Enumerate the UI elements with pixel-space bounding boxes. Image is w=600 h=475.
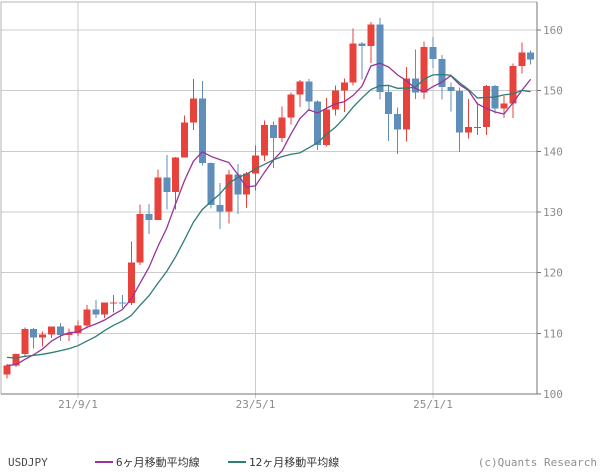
y-axis-tick-label: 130: [543, 206, 563, 219]
candle-body: [340, 82, 348, 91]
y-axis-tick-label: 150: [543, 85, 563, 98]
candle-body: [83, 309, 91, 326]
x-axis-tick-label: 25/1/1: [413, 398, 453, 411]
candle-body: [172, 157, 180, 193]
candle-body: [473, 126, 481, 128]
ma6-legend-item: 6ヶ月移動平均線: [95, 454, 200, 470]
y-axis-tick-label: 160: [543, 24, 563, 37]
candle-body: [65, 333, 73, 336]
candle-body: [296, 81, 304, 95]
candle-body: [509, 65, 517, 104]
y-axis-tick-label: 140: [543, 145, 563, 158]
candle-body: [394, 113, 401, 130]
candle-body: [163, 177, 171, 193]
x-axis-tick-label: 23/5/1: [236, 398, 276, 411]
candle-body: [323, 109, 330, 145]
candle-body: [385, 91, 393, 114]
ma6-label: 6ヶ月移動平均線: [116, 456, 200, 469]
candle-body: [198, 98, 206, 163]
ma12-line: [6, 73, 531, 359]
candle-body: [358, 43, 366, 47]
candle-body: [136, 213, 144, 263]
candle-body: [367, 24, 375, 47]
candle-body: [154, 177, 162, 221]
ma12-line-sample: [228, 461, 246, 463]
candle-body: [110, 302, 117, 304]
copyright-item: (c)Quants Research: [478, 454, 597, 470]
candle-body: [456, 90, 464, 133]
legend: USDJPY 6ヶ月移動平均線 12ヶ月移動平均線 (c)Quants Rese…: [0, 454, 600, 470]
candle-body: [429, 46, 437, 60]
candle-body: [127, 262, 135, 304]
candle-body: [181, 122, 188, 158]
y-axis-tick-label: 100: [543, 388, 563, 401]
candle-body: [278, 117, 286, 138]
candle-body: [287, 94, 295, 118]
candle-body: [243, 173, 251, 195]
candle-body: [30, 328, 38, 338]
candle-body: [225, 174, 233, 212]
candle-body: [56, 326, 64, 336]
x-axis-tick-label: 21/9/1: [58, 398, 98, 411]
ma6-line: [6, 62, 532, 367]
candle-body: [39, 334, 46, 338]
copyright-label: (c)Quants Research: [477, 455, 597, 469]
candle-body: [47, 326, 55, 335]
candle-body: [101, 302, 109, 315]
candle-body: [402, 78, 410, 130]
candle-body: [118, 302, 126, 304]
candlestick-chart: 100 110 120 130 140 150 160 21/9/1 23/5/1 25/1/1: [0, 1, 563, 411]
candle-body: [207, 162, 215, 206]
y-axis-tick-label: 120: [543, 267, 563, 280]
candle-body: [411, 78, 419, 93]
symbol-label: USDJPY: [8, 455, 48, 469]
y-axis-tick-label: 110: [543, 327, 563, 340]
candle-body: [189, 98, 197, 123]
candle-body: [465, 126, 472, 133]
candle-body: [269, 125, 277, 138]
candle-body: [74, 325, 82, 334]
chart-area: 100 110 120 130 140 150 160 21/9/1 23/5/1 25/1/1: [0, 1, 563, 411]
ma6-line-sample: [95, 461, 113, 463]
candle-body: [349, 43, 357, 83]
candle-body: [314, 101, 322, 145]
candle-body: [438, 59, 446, 87]
candle-body: [527, 52, 535, 60]
candle-body: [234, 174, 242, 195]
candle-body: [420, 46, 428, 93]
candle-body: [145, 213, 153, 221]
candle-body: [216, 205, 224, 212]
candle-body: [21, 328, 29, 355]
candle-body: [305, 81, 313, 102]
candle-body: [376, 24, 384, 92]
candle-body: [500, 103, 508, 109]
ma12-label: 12ヶ月移動平均線: [249, 456, 340, 469]
candle-body: [518, 52, 526, 66]
candle-body: [12, 354, 20, 366]
ma12-legend-item: 12ヶ月移動平均線: [228, 454, 339, 470]
candle-body: [447, 86, 455, 91]
candle-body: [3, 365, 11, 375]
candle-body: [252, 155, 259, 174]
candle-body: [482, 86, 490, 127]
candle-body: [260, 125, 268, 156]
candle-body: [331, 90, 339, 110]
symbol-legend-item: USDJPY: [8, 454, 48, 470]
candle-body: [92, 309, 100, 315]
